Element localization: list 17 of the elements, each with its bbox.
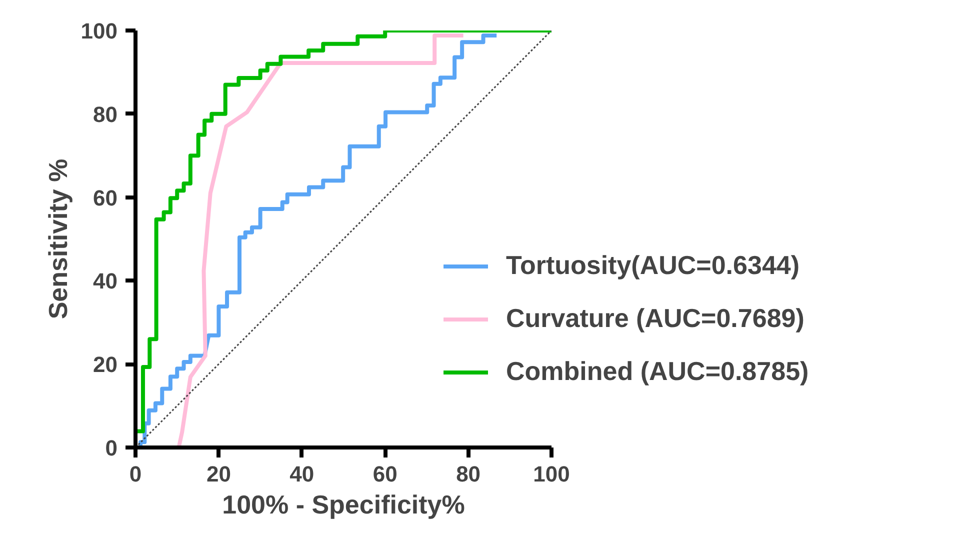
x-axis-title: 100% - Specificity% [222,490,465,520]
y-tick-label: 0 [105,436,118,460]
y-tick-label: 20 [93,352,118,378]
legend-label: Tortuosity(AUC=0.6344) [506,250,800,281]
legend-label: Combined (AUC=0.8785) [506,356,809,387]
y-tick-label: 40 [93,268,118,294]
y-axis-title: Sensitivity % [42,158,73,320]
x-tick-label: 0 [129,462,142,486]
x-tick-label: 40 [290,462,314,486]
x-tick-label: 60 [372,462,398,486]
x-tick-label: 80 [456,462,481,486]
y-tick-label: 100 [80,18,118,44]
x-tick-label: 20 [206,462,231,486]
legend-label: Curvature (AUC=0.7689) [506,303,804,334]
x-tick-label: 100 [533,462,570,486]
y-tick-label: 80 [93,102,118,127]
y-tick-label: 60 [93,185,118,210]
